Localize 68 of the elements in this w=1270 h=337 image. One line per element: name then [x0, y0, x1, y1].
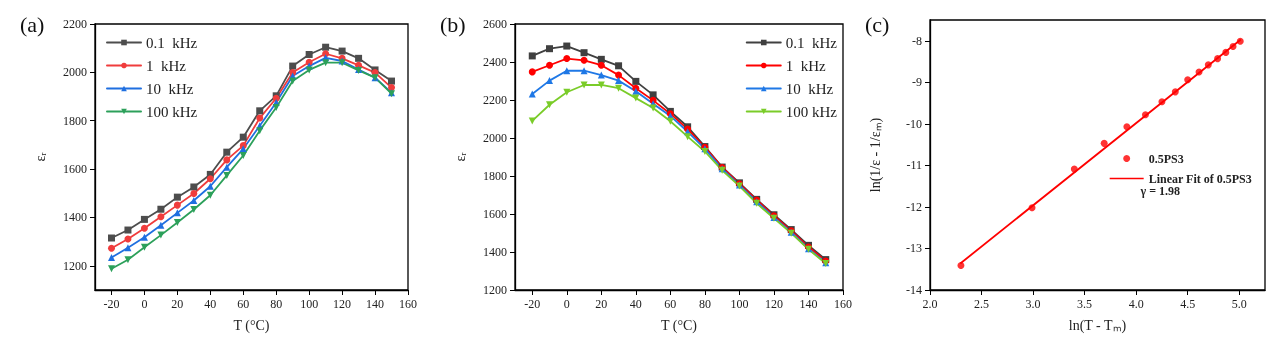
legend-label: 10 kHz — [785, 80, 834, 97]
x-tick-label: -20 — [103, 297, 120, 311]
x-tick-label: 80 — [698, 297, 711, 311]
x-tick-label: 40 — [204, 297, 217, 311]
x-tick-label: 120 — [764, 297, 783, 311]
y-tick-label: -14 — [906, 283, 922, 297]
x-axis-title: T (°C) — [660, 317, 698, 334]
legend-label: 0.5PS3 — [1148, 151, 1184, 166]
x-tick-label: 60 — [664, 297, 677, 311]
chart-title: (c) — [865, 11, 890, 37]
x-tick-label: 20 — [171, 297, 184, 311]
legend-label: 1 kHz — [146, 57, 187, 74]
x-tick-label: 160 — [399, 297, 417, 311]
y-tick-label: -13 — [906, 241, 922, 256]
y-axis-title: ln(1/ε - 1/εₘ) — [867, 117, 884, 193]
legend-label: 0.1 kHz — [146, 34, 198, 51]
y-tick-label: -10 — [906, 116, 922, 131]
y-tick-label: -9 — [912, 75, 922, 90]
chart-title: (a) — [20, 11, 45, 37]
x-tick-label: 160 — [834, 297, 852, 311]
x-tick-label: 100 — [730, 297, 749, 311]
y-tick-label: 2200 — [63, 17, 87, 31]
x-axis-title: T (°C) — [233, 317, 270, 334]
y-tick-label: 1200 — [483, 283, 507, 297]
legend-label: 10 kHz — [146, 80, 194, 97]
y-tick-label: -8 — [912, 33, 922, 48]
x-tick-label: 3.0 — [1025, 297, 1041, 311]
x-tick-label: 140 — [366, 297, 385, 311]
y-axis-title: εᵣ — [452, 152, 468, 162]
x-tick-label: 100 — [300, 297, 319, 311]
x-tick-label: 2.5 — [974, 297, 990, 311]
x-tick-label: 40 — [629, 297, 642, 311]
y-tick-label: 1800 — [483, 169, 507, 183]
x-axis-title: ln(T - Tₘ) — [1068, 317, 1127, 334]
y-tick-label: 2000 — [63, 65, 87, 80]
y-tick-label: 1400 — [483, 245, 507, 259]
x-tick-label: 120 — [333, 297, 352, 311]
y-tick-label: 1600 — [483, 207, 507, 221]
legend-label: 1 kHz — [785, 57, 827, 74]
y-tick-label: 1200 — [63, 258, 87, 273]
y-tick-label: -12 — [906, 199, 922, 214]
chart-title: (b) — [440, 11, 466, 37]
annotation: γ = 1.98 — [1139, 184, 1180, 198]
y-tick-label: 2000 — [483, 131, 507, 145]
legend-label: Linear Fit of 0.5PS3 — [1148, 171, 1252, 186]
x-tick-label: 3.5 — [1077, 297, 1093, 311]
x-tick-label: 0 — [563, 297, 570, 311]
y-tick-label: 1800 — [63, 113, 87, 128]
legend-label: 100 kHz — [146, 103, 198, 120]
y-tick-label: 1400 — [63, 210, 87, 225]
x-tick-label: 2.0 — [922, 297, 938, 311]
y-tick-label: 2200 — [483, 93, 507, 107]
x-tick-label: -20 — [524, 297, 541, 311]
x-tick-label: 4.0 — [1128, 297, 1144, 311]
x-tick-label: 20 — [595, 297, 608, 311]
y-tick-label: 2400 — [483, 55, 507, 69]
legend-label: 100 kHz — [785, 103, 838, 120]
x-tick-label: 5.0 — [1231, 297, 1247, 311]
y-tick-label: 2600 — [483, 17, 507, 31]
x-tick-label: 60 — [237, 297, 250, 311]
x-tick-label: 0 — [141, 297, 148, 311]
legend-label: 0.1 kHz — [785, 34, 838, 51]
y-tick-label: -11 — [906, 158, 922, 173]
x-tick-label: 80 — [270, 297, 283, 311]
y-axis-title: εᵣ — [32, 152, 48, 162]
x-tick-label: 4.5 — [1180, 297, 1196, 311]
y-tick-label: 1600 — [63, 162, 87, 177]
x-tick-label: 140 — [799, 297, 818, 311]
